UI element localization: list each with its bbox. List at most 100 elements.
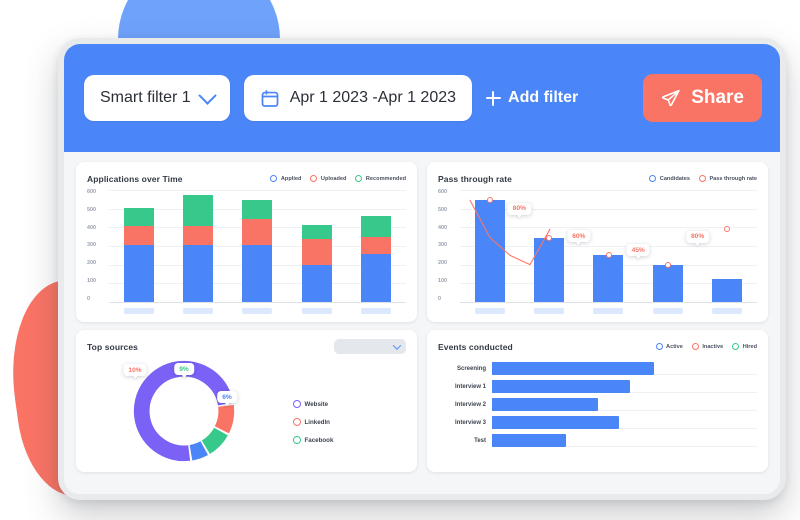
card-header: Top sources	[87, 339, 406, 354]
bar-group	[460, 190, 757, 302]
event-bar-track	[492, 362, 757, 375]
bar[interactable]	[593, 255, 624, 302]
legend-item[interactable]: Uploaded	[310, 175, 346, 182]
legend-item[interactable]: Candidates	[649, 175, 690, 182]
x-axis-chip	[361, 308, 392, 314]
bar-segment-applied	[301, 264, 332, 302]
card-title: Pass through rate	[438, 173, 512, 184]
legend-dot-icon	[270, 175, 278, 182]
smart-filter-dropdown[interactable]: Smart filter 1	[84, 75, 230, 121]
chart-events-conducted: Screening Interview 1 Interview 2 Interview…	[438, 358, 757, 447]
date-range-picker[interactable]: Apr 1 2023 -Apr 1 2023	[243, 75, 473, 121]
plus-icon	[486, 90, 502, 106]
bar-segment-applied	[361, 254, 392, 302]
add-filter-label: Add filter	[508, 89, 579, 106]
card-header: Pass through rate Candidates Pass throug…	[438, 171, 757, 186]
legend-label: Inactive	[702, 343, 724, 350]
bar-fill	[593, 255, 624, 302]
event-label: Interview 1	[454, 383, 486, 390]
donut-slice-linkedin[interactable]	[214, 404, 235, 434]
bar-segment-uploaded	[242, 218, 273, 246]
line-series-overlay	[460, 190, 560, 302]
legend-dot-icon	[732, 343, 740, 350]
card-title: Top sources	[87, 341, 139, 352]
donut-chart	[133, 360, 235, 462]
card-events-conducted: Events conducted Active Inactive	[427, 330, 768, 472]
legend-label: Website	[304, 400, 329, 408]
stacked-bar[interactable]	[123, 207, 154, 302]
legend-pass-rate: Candidates Pass through rate	[649, 175, 757, 182]
legend-item[interactable]: Hired	[732, 343, 757, 350]
grid-line	[460, 246, 757, 247]
event-row[interactable]: Interview 1	[438, 380, 757, 393]
y-tick: 300	[87, 242, 96, 249]
y-axis: 600 500 400 300 200 100 0	[438, 189, 460, 302]
legend-item[interactable]: Pass through rate	[698, 175, 757, 182]
event-row[interactable]: Interview 3	[438, 416, 757, 429]
chevron-down-icon	[197, 85, 217, 105]
grid-line	[109, 302, 406, 303]
stacked-bar[interactable]	[242, 200, 273, 302]
legend-label: Uploaded	[320, 175, 347, 182]
dashboard-screen: Smart filter 1 Apr 1 2023 -Apr 1 2023 Ad…	[64, 44, 780, 494]
bar-segment-recommended	[361, 216, 392, 237]
bar[interactable]	[712, 278, 743, 302]
legend-dot-icon	[310, 175, 318, 182]
bar-group	[109, 190, 406, 302]
share-button[interactable]: Share	[643, 74, 762, 122]
legend-item[interactable]: Active	[655, 343, 683, 350]
chevron-down-icon	[392, 340, 402, 350]
event-row[interactable]: Interview 2	[438, 398, 757, 411]
donut-slice-website[interactable]	[189, 441, 209, 461]
bar-segment-uploaded	[361, 236, 392, 255]
x-axis-chip	[183, 308, 214, 314]
x-axis-labels	[460, 308, 757, 314]
add-filter-button[interactable]: Add filter	[486, 89, 578, 107]
slice-label-linkedin: 10%	[123, 364, 147, 376]
event-bar-track	[492, 380, 757, 393]
legend-item[interactable]: Website	[293, 400, 333, 408]
y-tick: 500	[438, 206, 447, 213]
y-axis: 600 500 400 300 200 100 0	[87, 189, 109, 302]
x-axis-chip	[534, 308, 565, 314]
legend-item[interactable]: Facebook	[293, 436, 333, 444]
event-label: Interview 2	[454, 401, 486, 408]
bar-segment-uploaded	[183, 226, 214, 246]
card-title: Applications over Time	[87, 173, 183, 184]
bar-segment-recommended	[301, 224, 332, 239]
legend-item[interactable]: Inactive	[691, 343, 724, 350]
dashboard-toolbar: Smart filter 1 Apr 1 2023 -Apr 1 2023 Ad…	[64, 44, 780, 152]
legend-dot-icon	[691, 343, 699, 350]
legend-item[interactable]: Recommended	[355, 175, 406, 182]
grid-line	[460, 302, 757, 303]
smart-filter-label: Smart filter 1	[100, 89, 191, 106]
legend-item[interactable]: LinkedIn	[293, 418, 333, 426]
event-label: Test	[474, 437, 486, 444]
bar-segment-uploaded	[123, 226, 154, 246]
y-tick: 0	[438, 295, 441, 302]
dashboard-body: Applications over Time Applied Uploaded	[64, 152, 780, 472]
event-bar-fill	[492, 398, 598, 411]
donut-slice-facebook[interactable]	[201, 427, 228, 454]
y-tick: 100	[87, 277, 96, 284]
slice-label-website: 6%	[217, 391, 237, 403]
event-label: Interview 3	[454, 419, 486, 426]
card-header: Events conducted Active Inactive	[438, 339, 757, 354]
bar-segment-uploaded	[301, 238, 332, 265]
stacked-bar[interactable]	[361, 216, 392, 302]
y-tick: 100	[438, 277, 447, 284]
legend-applications: Applied Uploaded Recommended	[270, 175, 406, 182]
paper-plane-icon	[662, 89, 680, 107]
donut-slice-other[interactable]	[133, 360, 234, 462]
stacked-bar[interactable]	[301, 224, 332, 302]
top-sources-select[interactable]	[334, 339, 406, 354]
stacked-bar[interactable]	[183, 194, 214, 302]
legend-item[interactable]: Applied	[270, 175, 301, 182]
dashboard-row-bottom: Top sources 10% 9% 6%	[76, 330, 768, 472]
card-header: Applications over Time Applied Uploaded	[87, 171, 406, 186]
bar-segment-applied	[183, 245, 214, 302]
bar-fill	[652, 265, 683, 302]
bar[interactable]	[652, 265, 683, 302]
event-row[interactable]: Screening	[438, 362, 757, 375]
event-row[interactable]: Test	[438, 434, 757, 447]
